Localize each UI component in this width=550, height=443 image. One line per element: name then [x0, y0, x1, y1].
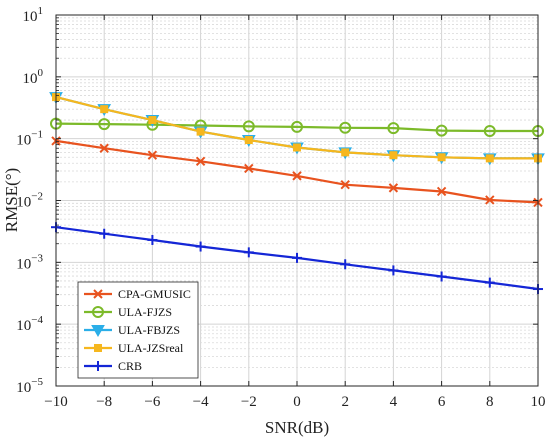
- y-tick-label: 10−5: [16, 376, 43, 396]
- grid: [55, 14, 539, 387]
- data-point: [91, 325, 105, 338]
- marker-stroke: [147, 150, 158, 160]
- y-tick-label: 10−3: [16, 252, 43, 272]
- x-tick-label: −8: [96, 394, 112, 410]
- x-tick-label: −6: [144, 394, 160, 410]
- x-tick-label: 0: [293, 394, 301, 410]
- data-point: [100, 105, 109, 114]
- data-point: [437, 153, 446, 162]
- legend: CPA-GMUSIC ULA-FJZS ULA-FBJZS ULA-JZSreal CR…: [77, 281, 199, 379]
- marker-stroke: [99, 143, 109, 153]
- x-tick-label: 6: [438, 394, 446, 410]
- x-axis-label: SNR(dB): [265, 418, 329, 437]
- data-point: [93, 289, 103, 299]
- data-point: [195, 241, 206, 252]
- data-point: [93, 361, 103, 371]
- data-point: [435, 124, 448, 137]
- legend-entry: CPA-GMUSIC: [84, 287, 191, 301]
- legend-label: ULA-JZSreal: [118, 341, 184, 355]
- y-tick-label: 10−4: [16, 314, 43, 334]
- data-point: [340, 180, 350, 190]
- data-point: [98, 118, 111, 131]
- legend-label: CPA-GMUSIC: [118, 287, 191, 301]
- data-point: [195, 156, 206, 167]
- data-point: [92, 306, 104, 318]
- x-tick-label: −10: [44, 394, 67, 410]
- data-point: [291, 120, 303, 133]
- legend-entry: ULA-FJZS: [84, 305, 172, 319]
- axes: −10 −8 −6 −4 −2 0 2 4 6 8 10 10−5 10−4 10−3 10−2 10−1 10…: [16, 5, 545, 410]
- legend-label: CRB: [118, 359, 142, 373]
- data-point: [387, 122, 400, 135]
- data-point: [147, 150, 158, 160]
- legend-entry: CRB: [84, 359, 142, 373]
- series-line: [55, 122, 538, 133]
- legend-label: ULA-FJZS: [118, 305, 172, 319]
- data-point: [244, 136, 253, 145]
- data-point: [94, 344, 102, 352]
- y-tick-label: 10−2: [16, 191, 43, 211]
- data-point: [99, 228, 110, 239]
- marker-stroke: [485, 195, 495, 205]
- x-tick-label: 2: [341, 394, 349, 410]
- legend-entry: ULA-JZSreal: [84, 341, 184, 355]
- data-point: [340, 259, 351, 270]
- y-tick-label: 100: [23, 67, 44, 87]
- marker-stroke: [244, 163, 254, 174]
- x-tick-label: 4: [390, 394, 398, 410]
- y-tick-label: 10−1: [16, 129, 43, 149]
- y-tick-label: 101: [23, 5, 44, 25]
- legend-label: ULA-FBJZS: [118, 323, 180, 337]
- marker-stroke: [436, 186, 447, 197]
- x-tick-label: 10: [531, 394, 546, 410]
- data-point: [99, 143, 109, 153]
- data-point: [293, 143, 301, 152]
- y-axis-label: RMSE(°): [2, 168, 21, 232]
- data-point: [292, 171, 302, 181]
- x-tick-label: 8: [486, 394, 494, 410]
- data-point: [389, 151, 398, 160]
- marker-stroke: [195, 156, 206, 167]
- data-point: [243, 247, 254, 258]
- data-point: [436, 186, 447, 197]
- data-point: [388, 183, 399, 193]
- data-point: [436, 271, 447, 282]
- data-point: [339, 121, 352, 134]
- data-point: [244, 163, 254, 174]
- data-point: [242, 120, 255, 133]
- marker-stroke: [292, 171, 302, 181]
- marker-stroke: [340, 180, 350, 190]
- data-point: [148, 116, 157, 125]
- x-tick-label: −4: [193, 394, 209, 410]
- marker-stroke: [93, 289, 103, 299]
- legend-entry: ULA-FBJZS: [84, 323, 180, 338]
- data-point: [484, 277, 495, 288]
- data-point: [196, 127, 205, 136]
- marker-stroke: [388, 183, 399, 193]
- data-point: [485, 154, 494, 163]
- data-point: [147, 234, 158, 245]
- x-tick-label: −2: [241, 394, 257, 410]
- data-point: [292, 252, 302, 263]
- series-ula-fjzs: [50, 117, 544, 138]
- data-point: [483, 125, 496, 138]
- data-point: [485, 195, 495, 205]
- data-point: [341, 148, 350, 157]
- data-point: [388, 265, 399, 276]
